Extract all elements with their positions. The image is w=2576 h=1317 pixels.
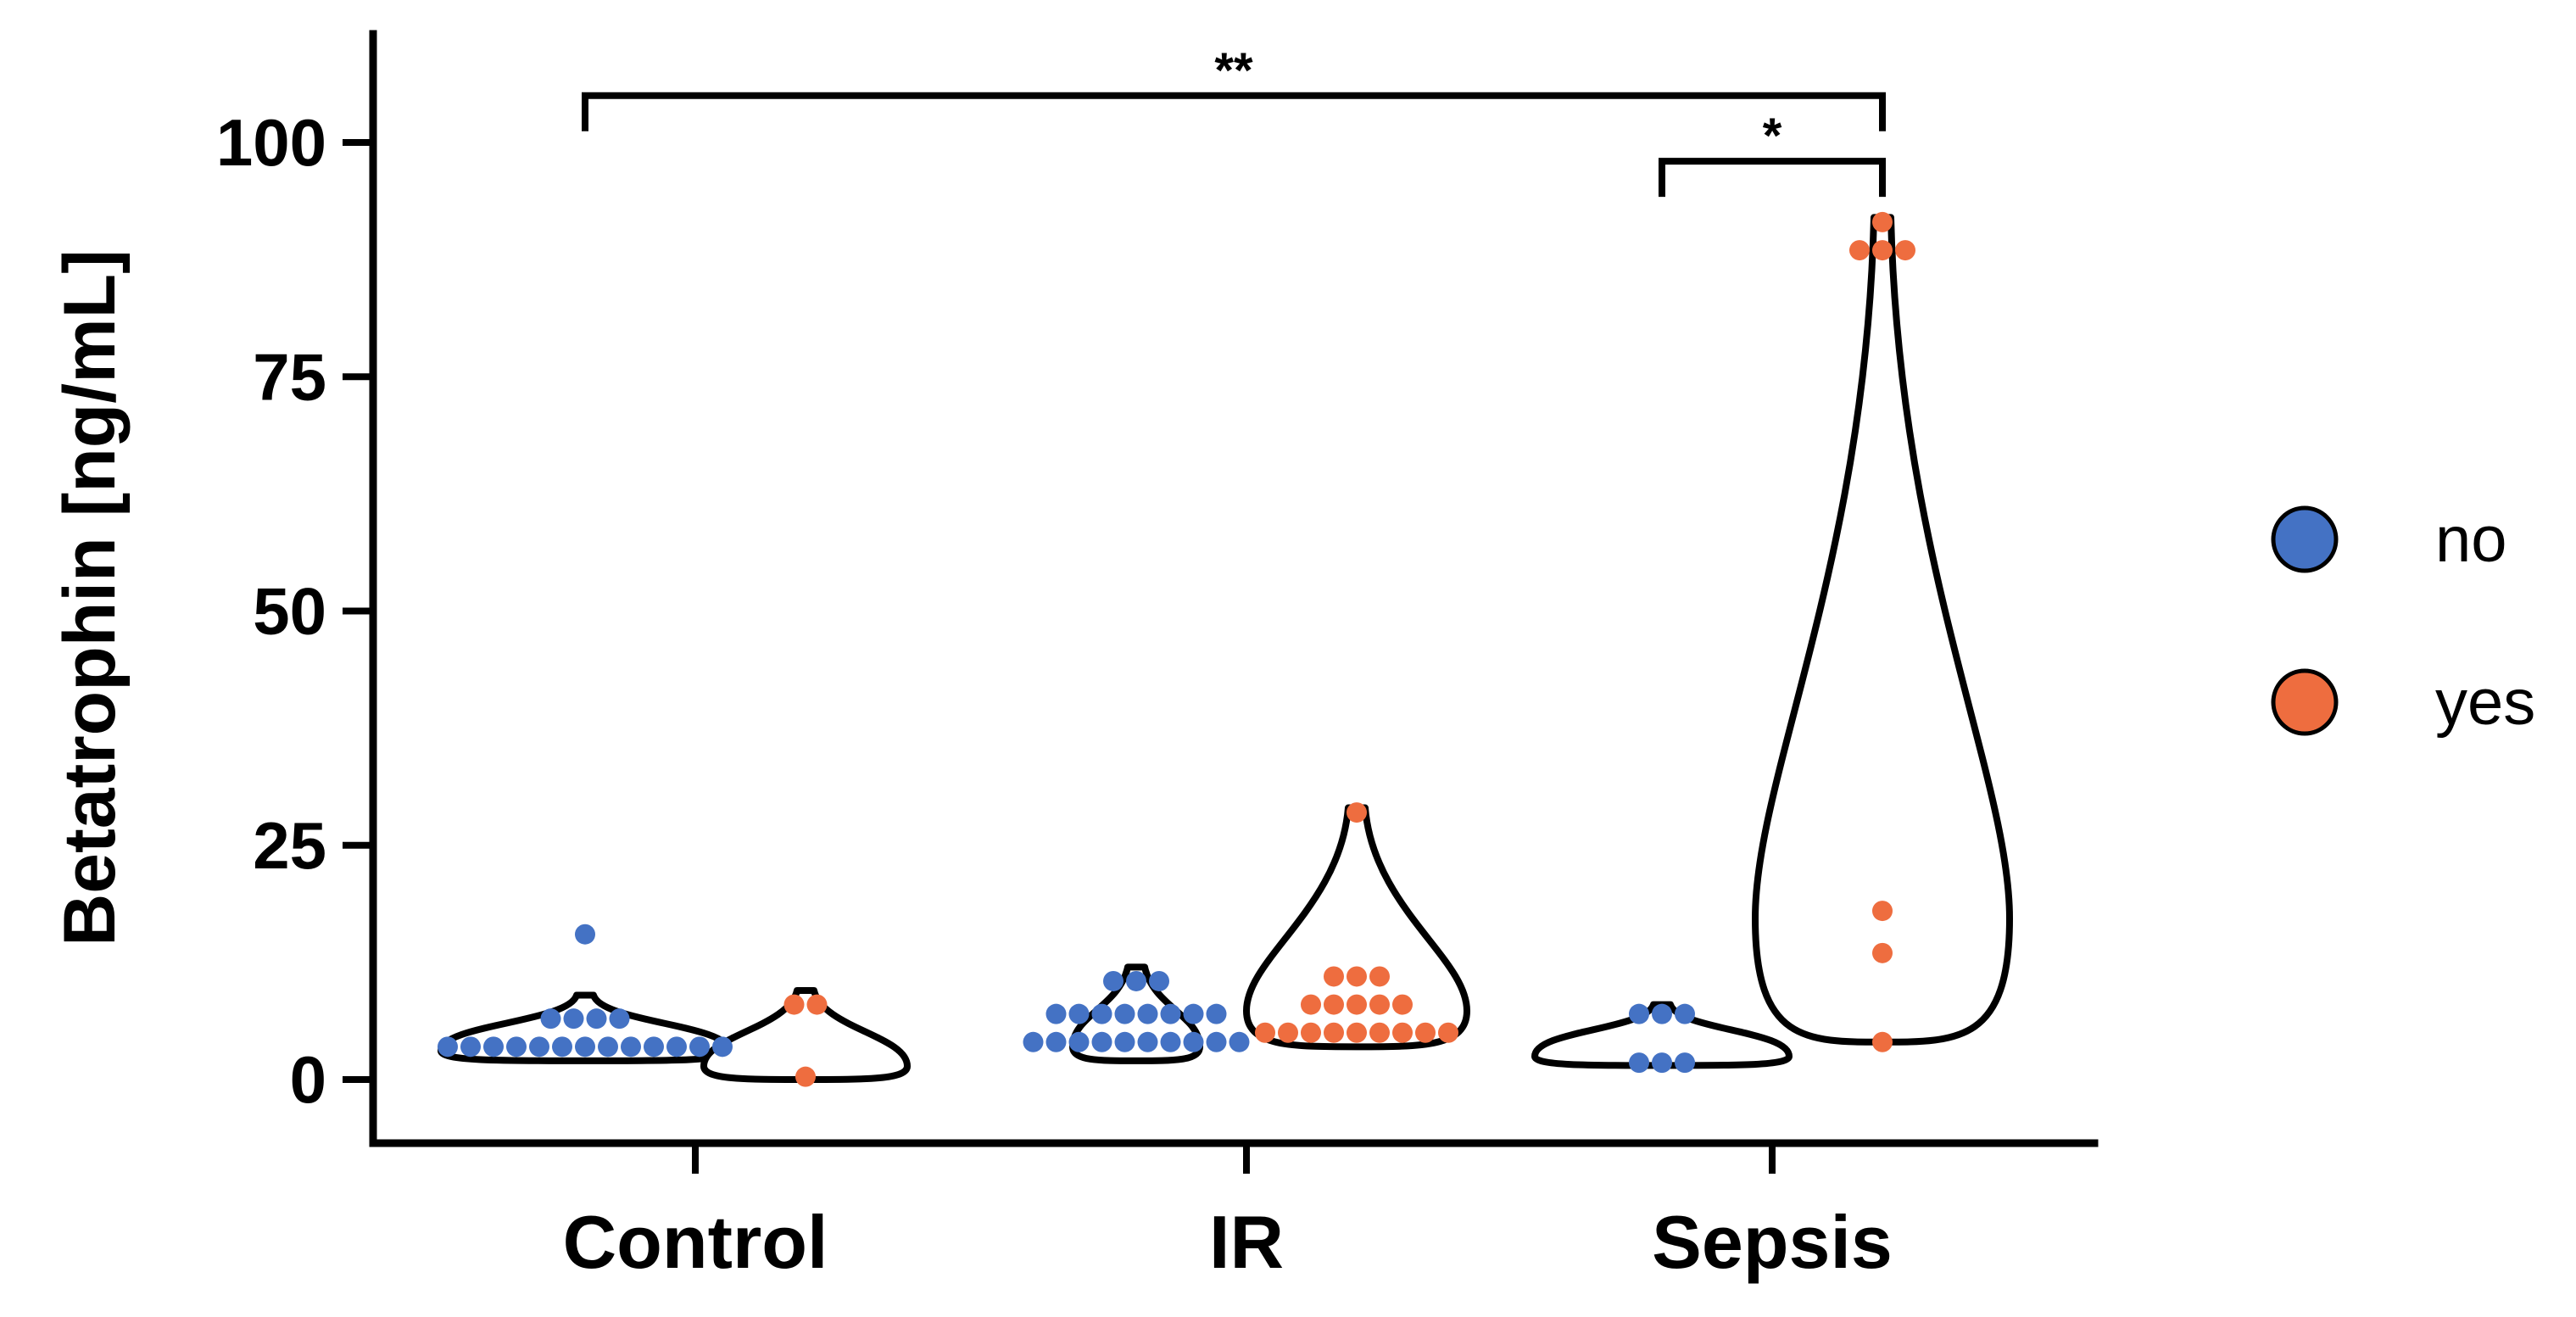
point-no-control-4 [529,1036,549,1058]
axes: 0 25 50 75 100 Control IR Sepsis [216,30,2099,1284]
point-yes-ir-10 [1324,994,1344,1015]
point-no-ir-18 [1103,970,1124,991]
point-no-ir-17 [1206,1003,1227,1024]
point-yes-sepsis-4 [1872,901,1893,922]
point-no-control-11 [689,1036,710,1058]
point-no-control-9 [644,1036,664,1058]
point-no-control-1 [460,1036,481,1058]
point-yes-control-1 [806,994,828,1015]
significance-label-1: * [1763,109,1782,164]
point-yes-ir-6 [1392,1022,1413,1043]
point-no-control-3 [506,1036,527,1058]
point-no-sepsis-0 [1629,1052,1649,1074]
point-yes-ir-13 [1392,994,1413,1015]
point-no-ir-13 [1114,1003,1135,1024]
point-no-control-12 [712,1036,733,1058]
point-yes-ir-4 [1347,1022,1367,1043]
x-tick-label-control: Control [563,1200,828,1284]
point-yes-ir-7 [1415,1022,1436,1043]
point-no-control-16 [609,1008,630,1030]
point-yes-sepsis-1 [1849,240,1870,261]
point-yes-ir-11 [1347,994,1367,1015]
point-yes-ir-0 [1255,1022,1275,1043]
point-no-control-10 [666,1036,687,1058]
point-yes-control-0 [783,994,805,1015]
point-yes-ir-16 [1369,966,1390,987]
significance-bracket-1 [1659,158,1886,198]
legend-marker-yes [2271,668,2339,736]
point-no-control-6 [575,1036,595,1058]
point-no-ir-15 [1160,1003,1181,1024]
point-no-ir-8 [1206,1031,1227,1052]
violin-yes-ir [1243,804,1470,1051]
point-no-control-7 [598,1036,618,1058]
point-no-sepsis-3 [1629,1003,1649,1024]
point-no-ir-3 [1091,1031,1112,1052]
legend-marker-no [2271,505,2339,573]
point-no-ir-6 [1160,1031,1181,1052]
point-no-control-2 [483,1036,504,1058]
point-no-ir-7 [1183,1031,1204,1052]
point-no-ir-1 [1045,1031,1067,1052]
significance-brackets: *** [582,43,1886,198]
point-yes-ir-12 [1369,994,1390,1015]
point-no-sepsis-5 [1675,1003,1695,1024]
point-yes-control-2 [795,1066,816,1087]
point-yes-ir-9 [1301,994,1321,1015]
point-no-control-5 [552,1036,572,1058]
point-no-ir-11 [1068,1003,1090,1024]
y-tick-label-100: 100 [216,105,326,180]
y-tick-label-50: 50 [253,574,326,649]
point-no-ir-2 [1068,1031,1090,1052]
point-yes-ir-3 [1324,1022,1344,1043]
point-yes-sepsis-3 [1895,240,1915,261]
point-no-ir-0 [1023,1031,1044,1052]
y-tick-label-0: 0 [290,1042,326,1117]
violin-yes-control [700,987,911,1083]
data-points [438,211,1915,1087]
x-tick-label-ir: IR [1209,1200,1284,1284]
y-tick-label-25: 25 [253,808,326,883]
point-no-control-14 [563,1008,584,1030]
point-no-ir-4 [1114,1031,1135,1052]
point-no-control-17 [575,924,595,945]
point-no-control-15 [586,1008,607,1030]
point-no-sepsis-4 [1652,1003,1672,1024]
point-yes-ir-2 [1301,1022,1321,1043]
significance-label-0: ** [1214,43,1253,98]
point-yes-ir-1 [1278,1022,1298,1043]
y-axis-label: Betatrophin [ng/mL] [49,249,131,946]
point-yes-sepsis-0 [1872,211,1893,232]
legend-label-yes: yes [2435,667,2535,739]
y-tick-label-75: 75 [253,339,326,414]
point-yes-ir-5 [1369,1022,1390,1043]
point-yes-sepsis-2 [1872,240,1893,261]
point-no-ir-10 [1045,1003,1067,1024]
point-no-sepsis-1 [1652,1052,1672,1074]
point-no-ir-20 [1149,970,1169,991]
point-yes-ir-8 [1438,1022,1458,1043]
point-yes-ir-17 [1347,802,1367,823]
point-yes-sepsis-5 [1872,942,1893,963]
point-no-control-0 [438,1036,458,1058]
point-no-ir-5 [1137,1031,1158,1052]
legend: no yes [2271,504,2535,739]
point-no-control-8 [621,1036,641,1058]
significance-bracket-0 [582,92,1886,131]
point-yes-ir-15 [1347,966,1367,987]
point-no-ir-16 [1183,1003,1204,1024]
legend-label-no: no [2435,504,2507,576]
point-no-ir-12 [1091,1003,1112,1024]
violins [438,214,2013,1083]
point-yes-ir-14 [1324,966,1344,987]
point-no-control-13 [540,1008,561,1030]
point-yes-sepsis-6 [1872,1031,1893,1052]
point-no-sepsis-2 [1675,1052,1695,1074]
point-no-ir-9 [1229,1031,1250,1052]
x-tick-label-sepsis: Sepsis [1652,1200,1893,1284]
point-no-ir-14 [1137,1003,1158,1024]
axis-lines [369,30,2099,1147]
point-no-ir-19 [1126,970,1146,991]
